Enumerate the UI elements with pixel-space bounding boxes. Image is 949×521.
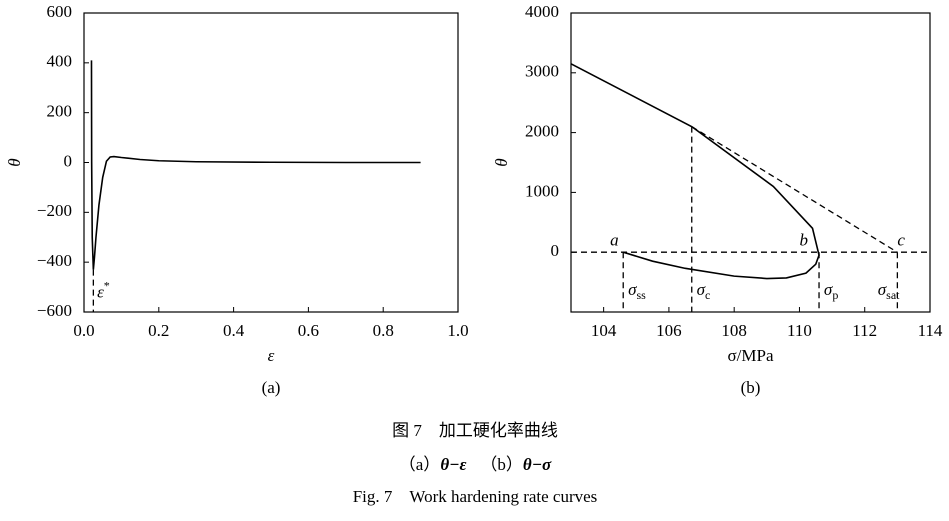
y-tick-label: 2000 xyxy=(525,122,559,141)
x-tick-label: 0.8 xyxy=(373,321,394,340)
annotation-sub: p xyxy=(832,288,838,302)
curve xyxy=(570,63,820,280)
x-tick-label: 114 xyxy=(918,321,943,340)
caption-eq: θ−σ xyxy=(523,455,552,474)
x-tick-label: 1.0 xyxy=(447,321,468,340)
annotation: σss xyxy=(628,280,646,302)
x-tick-label: 106 xyxy=(656,321,682,340)
plot-frame xyxy=(570,12,931,313)
annotation-text: σ xyxy=(824,280,833,299)
annotation: b xyxy=(799,230,808,249)
annotation: σp xyxy=(824,280,838,302)
annotation-sup: * xyxy=(104,278,110,292)
panel-label: (a) xyxy=(262,378,281,397)
x-tick-label: 0.6 xyxy=(298,321,319,340)
annotation: ε* xyxy=(97,278,110,301)
x-tick-label: 0.2 xyxy=(148,321,169,340)
caption-cn: 图 7 加工硬化率曲线 xyxy=(392,421,558,440)
y-tick-label: 0 xyxy=(551,241,560,260)
annotation-text: a xyxy=(610,230,619,249)
y-tick-label: 4000 xyxy=(525,2,559,21)
annotation-sub: c xyxy=(705,288,710,302)
annotation-text: σ xyxy=(878,280,887,299)
annotation-sub: sat xyxy=(886,288,900,302)
y-tick-label: 0 xyxy=(64,151,73,170)
annotation-text: σ xyxy=(697,280,706,299)
x-tick-label: 104 xyxy=(591,321,617,340)
annotation-text: ε xyxy=(97,282,104,301)
x-tick-label: 0.0 xyxy=(73,321,94,340)
caption-subs: （a）θ−ε （b）θ−σ xyxy=(399,455,552,474)
annotation: σc xyxy=(697,280,711,302)
annotation-sub: ss xyxy=(637,288,647,302)
annotation: c xyxy=(897,230,905,249)
annotation: a xyxy=(610,230,619,249)
y-tick-label: 200 xyxy=(47,102,73,121)
curve xyxy=(90,60,421,270)
x-axis-label: σ/MPa xyxy=(727,346,773,365)
guide-line xyxy=(691,126,898,253)
annotation-text: c xyxy=(897,230,905,249)
caption-eq: θ−ε xyxy=(440,455,466,474)
caption-en: Fig. 7 Work hardening rate curves xyxy=(353,487,598,506)
x-axis-label: ε xyxy=(268,346,275,365)
y-tick-label: −400 xyxy=(37,251,72,270)
y-tick-label: 600 xyxy=(47,2,73,21)
y-tick-label: 1000 xyxy=(525,181,559,200)
y-tick-label: −200 xyxy=(37,201,72,220)
caption-sub: （b） xyxy=(480,455,523,474)
annotation: σsat xyxy=(878,280,900,302)
caption-sub: （a） xyxy=(399,455,441,474)
x-tick-label: 112 xyxy=(852,321,877,340)
annotation-text: b xyxy=(799,230,808,249)
x-tick-label: 108 xyxy=(721,321,747,340)
y-tick-label: −600 xyxy=(37,301,72,320)
panel-label: (b) xyxy=(741,378,761,397)
y-axis-label: θ xyxy=(492,158,511,166)
x-tick-label: 110 xyxy=(787,321,812,340)
y-tick-label: 3000 xyxy=(525,62,559,81)
y-tick-label: 400 xyxy=(47,52,73,71)
annotation-text: σ xyxy=(628,280,637,299)
x-tick-label: 0.4 xyxy=(223,321,245,340)
y-axis-label: θ xyxy=(5,158,24,166)
